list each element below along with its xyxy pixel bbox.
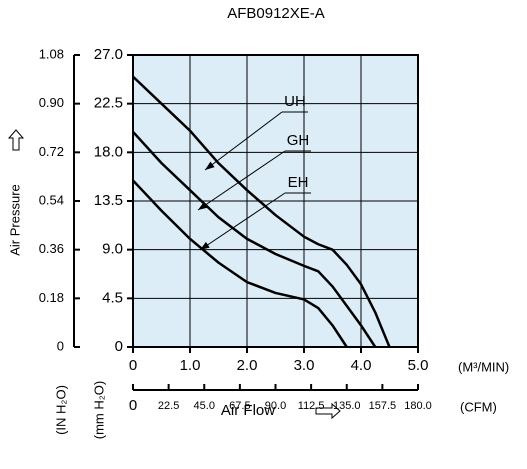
y-tick-label: 0 [115,338,123,355]
y-tick-label: 22.5 [94,95,123,112]
y2-tick-label: 1.08 [39,46,64,61]
x2-tick-label: 180.0 [404,400,432,412]
x-tick-label: 5.0 [408,357,429,374]
y-tick-label: 9.0 [102,241,123,258]
x-axis-label: Air Flow [221,402,275,419]
x-tick-label: 0 [129,357,137,374]
arrow-head [198,201,208,210]
label-arrow [204,111,283,171]
x-tick-label: 3.0 [294,357,315,374]
series-label: GH [287,132,310,149]
series-label: EH [288,174,309,191]
x2-tick-label: 0 [129,397,137,414]
label-arrow [199,192,286,251]
x-tick-label: 4.0 [351,357,372,374]
x2-tick-label: 90.0 [265,400,286,412]
x-tick-label: 2.0 [237,357,258,374]
right-arrow-icon [315,402,341,420]
series-line [132,75,391,348]
series-line [132,179,348,348]
chart-title: AFB0912XE-A [227,5,325,22]
y-tick-label: 13.5 [94,192,123,209]
y-tick-label: 18.0 [94,143,123,160]
up-arrow-icon [7,129,25,151]
y2-unit-label: (IN H₂O) [53,385,68,435]
x2-tick-label: 135.0 [333,400,361,412]
series-label: UH [284,93,306,110]
x2-tick-label: 157.5 [369,400,397,412]
y2-tick-label: 0.72 [39,144,64,159]
label-arrow [197,150,286,211]
y2-tick-label: 0.54 [39,192,64,207]
y-tick-label: 27.0 [94,46,123,63]
x2-tick-label: 67.5 [229,400,250,412]
y2-tick-label: 0.36 [39,241,64,256]
y2-tick-label: 0 [57,338,64,353]
x-tick-label: 1.0 [180,357,201,374]
y-tick-label: 4.5 [102,289,123,306]
series-line [132,130,377,348]
x-unit-label: (M³/MIN) [458,359,509,374]
y2-tick-label: 0.18 [39,290,64,305]
x2-tick-label: 112.5 [298,400,325,412]
y-unit-label: (mm H₂O) [91,381,106,439]
arrow-head [200,241,210,250]
x2-tick-label: 45.0 [194,400,215,412]
x2-unit-label: (CFM) [460,399,497,414]
y-axis-label: Air Pressure [7,184,22,256]
arrow-head [205,161,215,170]
plot-border [132,54,419,348]
x2-tick-label: 22.5 [158,400,179,412]
y2-tick-label: 0.90 [39,95,64,110]
